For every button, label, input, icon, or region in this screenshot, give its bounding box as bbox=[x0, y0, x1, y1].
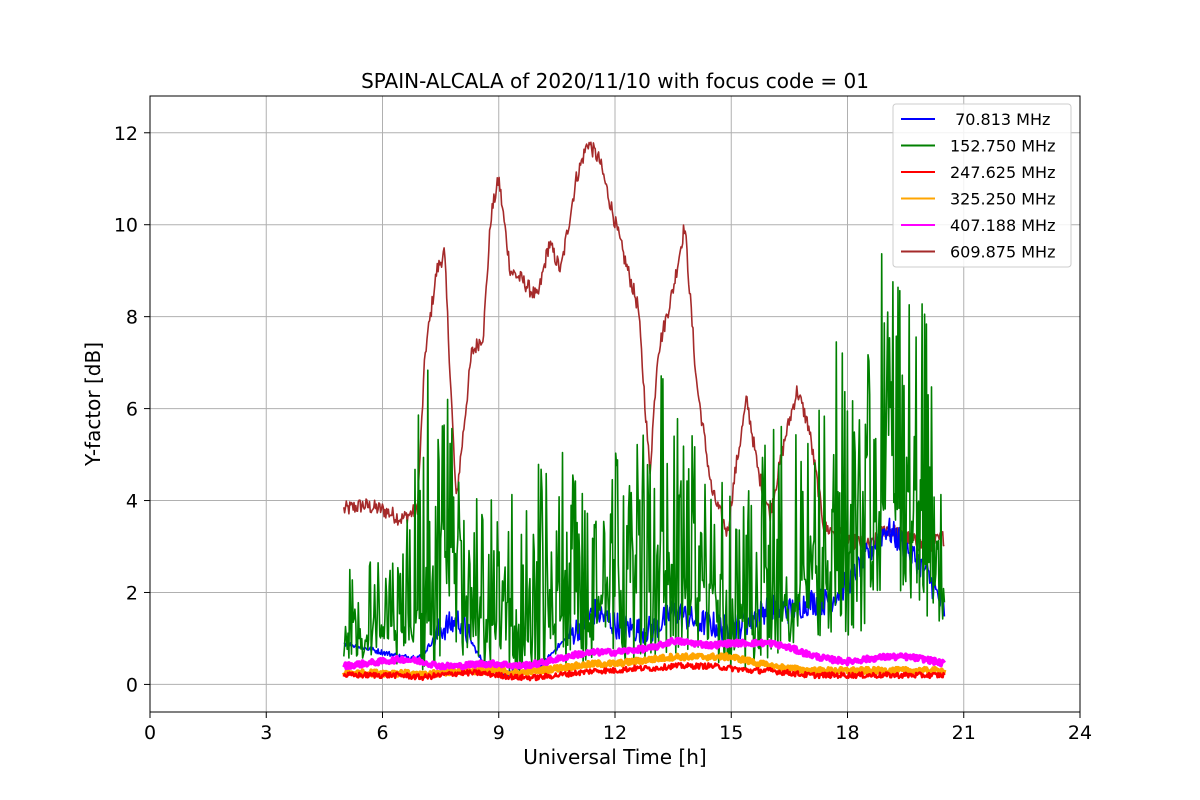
x-axis: 0 3 6 9 12 15 18 21 24 bbox=[144, 712, 1092, 744]
y-tick-label: 4 bbox=[126, 491, 138, 513]
x-tick-label: 0 bbox=[144, 722, 156, 744]
x-tick-label: 6 bbox=[376, 722, 388, 744]
y-tick-label: 8 bbox=[126, 307, 138, 329]
y-tick-label: 10 bbox=[114, 215, 138, 237]
x-tick-label: 12 bbox=[603, 722, 627, 744]
y-axis-label: Y-factor [dB] bbox=[81, 342, 105, 467]
series-line bbox=[341, 652, 947, 679]
legend-box bbox=[892, 103, 1072, 268]
x-tick-label: 18 bbox=[835, 722, 859, 744]
legend-label: 609.875 MHz bbox=[950, 243, 1055, 262]
plot-area bbox=[341, 141, 947, 682]
series-line bbox=[342, 662, 946, 682]
legend-label: 407.188 MHz bbox=[950, 216, 1055, 235]
x-tick-label: 21 bbox=[952, 722, 976, 744]
legend-label: 247.625 MHz bbox=[950, 163, 1055, 182]
chart-title: SPAIN-ALCALA of 2020/11/10 with focus co… bbox=[361, 69, 869, 93]
legend-label: 152.750 MHz bbox=[950, 137, 1055, 156]
x-tick-label: 9 bbox=[493, 722, 505, 744]
y-tick-label: 6 bbox=[126, 399, 138, 421]
y-tick-label: 12 bbox=[114, 123, 138, 145]
x-tick-label: 3 bbox=[260, 722, 272, 744]
legend-label: 325.250 MHz bbox=[950, 190, 1055, 209]
x-tick-label: 24 bbox=[1068, 722, 1092, 744]
x-axis-label: Universal Time [h] bbox=[523, 745, 706, 769]
series-line bbox=[342, 636, 947, 671]
x-tick-label: 15 bbox=[719, 722, 743, 744]
y-axis: 0 2 4 6 8 10 12 bbox=[114, 123, 150, 696]
y-tick-label: 2 bbox=[126, 582, 138, 604]
y-tick-label: 0 bbox=[126, 674, 138, 696]
legend: 70.813 MHz 152.750 MHz 247.625 MHz 325.250 … bbox=[892, 103, 1072, 268]
series-line bbox=[343, 253, 946, 672]
legend-label: 70.813 MHz bbox=[950, 110, 1050, 129]
